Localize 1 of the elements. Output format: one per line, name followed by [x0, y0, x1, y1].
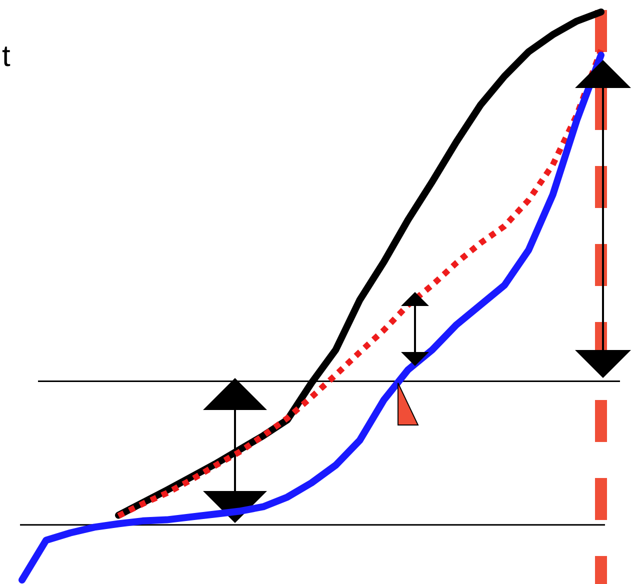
text: t [2, 40, 11, 73]
